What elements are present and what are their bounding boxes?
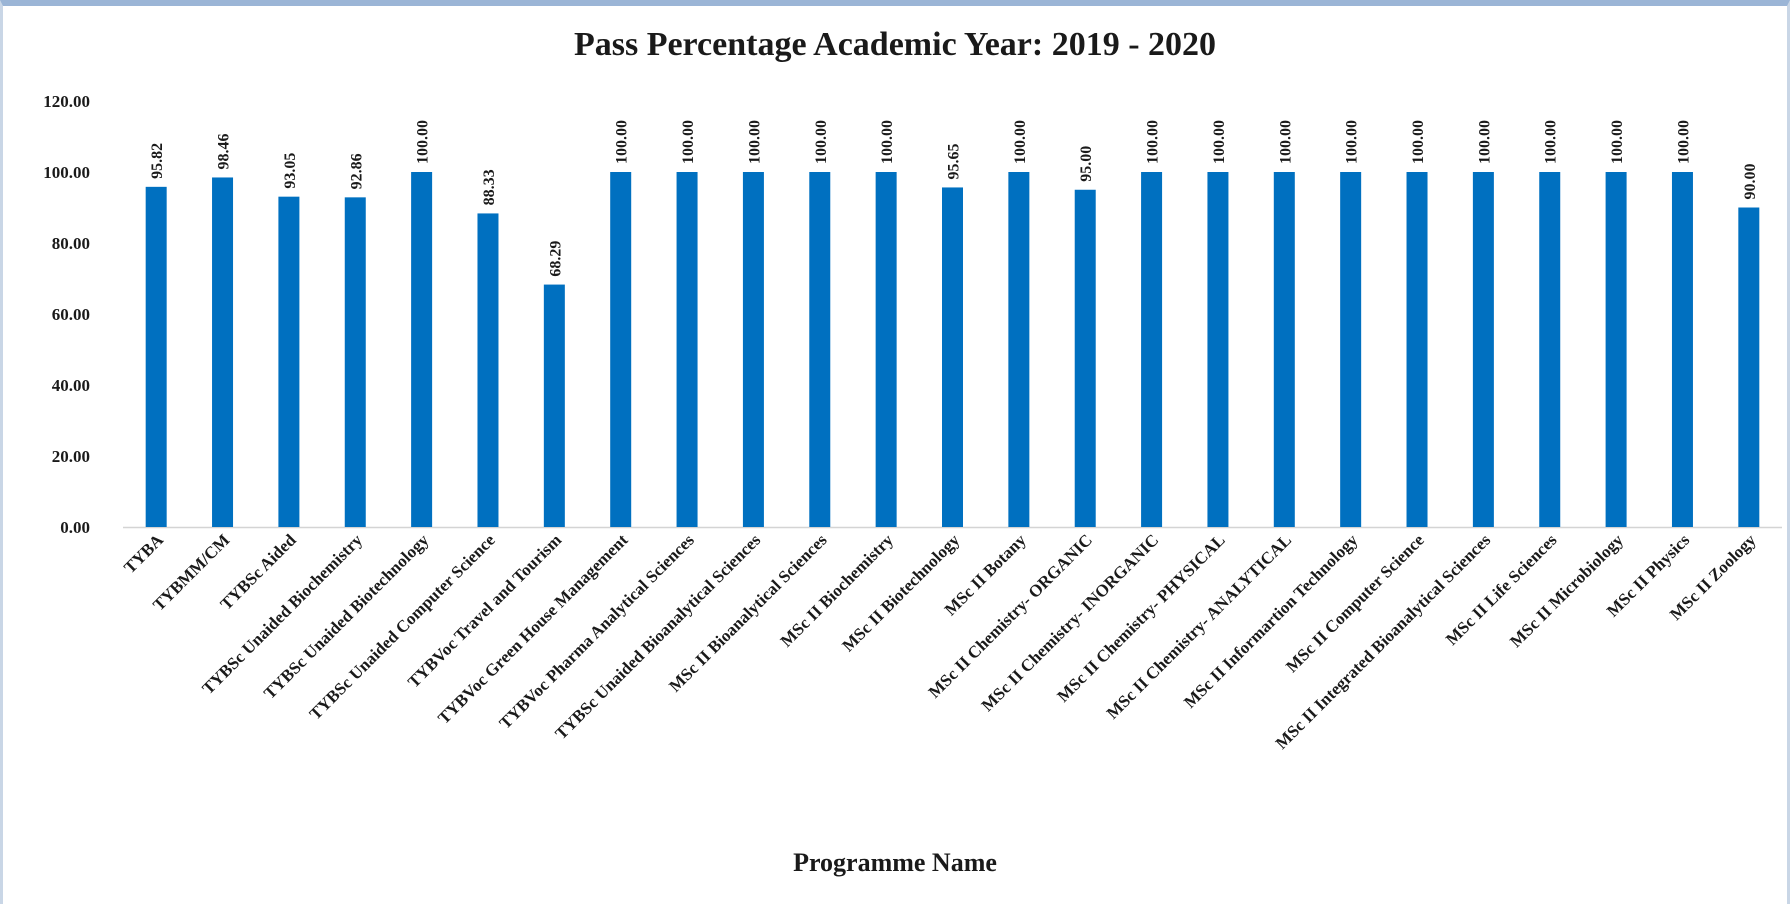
data-label: 100.00 — [1211, 120, 1228, 164]
bar — [875, 172, 897, 527]
bar — [344, 197, 366, 528]
data-label: 68.29 — [547, 241, 564, 277]
y-tick-label: 20.00 — [52, 447, 90, 466]
data-label: 100.00 — [614, 120, 631, 164]
bar — [212, 177, 234, 528]
data-label: 98.46 — [216, 133, 233, 169]
bar — [942, 187, 963, 527]
data-label: 100.00 — [415, 120, 432, 164]
bar — [1340, 172, 1362, 527]
data-label: 90.00 — [1742, 164, 1759, 200]
bar — [742, 172, 764, 527]
bar — [809, 172, 831, 527]
bar — [1273, 172, 1295, 527]
data-label: 95.82 — [149, 143, 166, 179]
bar — [411, 172, 433, 527]
y-tick-label: 60.00 — [52, 305, 90, 324]
data-label: 100.00 — [680, 120, 697, 164]
data-label: 100.00 — [1410, 120, 1427, 164]
chart-title: Pass Percentage Academic Year: 2019 - 20… — [573, 26, 1217, 63]
bar — [1738, 207, 1760, 527]
data-label: 95.00 — [1078, 146, 1095, 182]
x-tick-label: MSc II Computer Science — [1282, 530, 1428, 676]
bar — [1472, 172, 1494, 527]
data-label: 100.00 — [1543, 120, 1560, 164]
bar — [145, 186, 167, 528]
bar — [1008, 172, 1030, 527]
bar — [543, 284, 565, 527]
bar — [676, 172, 698, 527]
bar — [1406, 172, 1428, 527]
data-label: 100.00 — [1012, 120, 1029, 164]
x-tick-label: MSc II Microbiology — [1506, 530, 1627, 651]
data-label: 93.05 — [282, 153, 299, 189]
x-tick-label: MSc II Biochemistry — [777, 530, 898, 651]
y-tick-label: 40.00 — [52, 376, 90, 395]
y-tick-label: 100.00 — [43, 163, 90, 182]
bar — [1605, 172, 1627, 527]
data-label: 100.00 — [1277, 120, 1294, 164]
data-label: 100.00 — [1344, 120, 1361, 164]
bar — [477, 213, 499, 527]
data-label: 100.00 — [1609, 120, 1626, 164]
bar — [1074, 189, 1096, 527]
bar — [1671, 172, 1693, 527]
bar — [1539, 172, 1561, 527]
x-tick-label: MSc II Life Sciences — [1442, 530, 1561, 649]
data-label: 100.00 — [1476, 120, 1493, 164]
bar — [1207, 172, 1229, 527]
data-label: 95.65 — [946, 143, 963, 179]
y-tick-label: 120.00 — [43, 92, 90, 111]
x-axis-title: Programme Name — [793, 848, 997, 877]
data-label: 100.00 — [1675, 120, 1692, 164]
x-tick-label: MSc II Biotechnology — [838, 530, 963, 655]
y-tick-label: 0.00 — [60, 518, 90, 537]
data-label: 100.00 — [746, 120, 763, 164]
x-tick-label: TYBA — [120, 530, 167, 577]
data-label: 100.00 — [1145, 120, 1162, 164]
data-label: 88.33 — [481, 169, 498, 205]
bar — [1141, 172, 1163, 527]
data-label: 100.00 — [813, 120, 830, 164]
data-label: 92.86 — [348, 153, 365, 189]
bar — [610, 172, 632, 527]
data-label: 100.00 — [879, 120, 896, 164]
bar — [278, 196, 300, 528]
y-tick-label: 80.00 — [52, 234, 90, 253]
